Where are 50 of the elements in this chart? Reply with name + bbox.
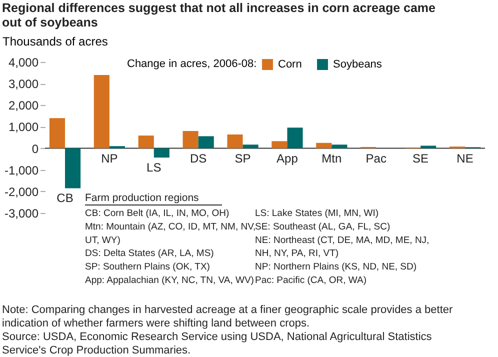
x-tick-label: NP — [101, 151, 118, 166]
y-tick-label: 0 — [32, 142, 39, 156]
bar — [227, 134, 243, 148]
bar — [138, 136, 154, 148]
x-tick-label: SP — [234, 151, 251, 166]
x-tick-label: Mtn — [322, 151, 342, 166]
x-tick-label: SE — [412, 151, 429, 166]
text: SE: Southeast (AL, GA, FL, SC) — [255, 221, 390, 232]
x-tick-label: Pac — [366, 151, 386, 166]
y-tick-label: 1,000 — [8, 120, 39, 134]
y-tick-label: 4,000 — [8, 56, 39, 70]
chart-title: Regional differences suggest that not all increases in corn acreage came out of soybeans — [2, 1, 436, 30]
bar — [49, 118, 65, 148]
x-tick-label: LS — [146, 160, 162, 175]
text: Note: Comparing changes in harvested acreage at a finer geographic scale provides a better indication of whether farmers were shifting land between crops. — [2, 304, 453, 330]
y-tick-label: -2,000 — [4, 184, 39, 199]
bar — [198, 136, 214, 148]
annotation: CB: Corn Belt (IA, IL, IN, MO, OH) — [85, 208, 230, 219]
bar — [94, 74, 110, 148]
text: NP: Northern Plains (KS, ND, NE, SD) — [255, 262, 417, 273]
text: SP: Southern Plains (OK, TX) — [85, 262, 210, 273]
annotation: Farm production regions — [85, 192, 199, 204]
text: App: Appalachian (KY, NC, TN, VA, WV) — [85, 275, 254, 286]
y-axis-title: Thousands of acres — [2, 34, 108, 48]
legend-label: Corn — [278, 58, 302, 71]
bar — [182, 131, 198, 148]
bar — [420, 146, 436, 148]
bar — [272, 141, 288, 148]
y-tick-label: -3,000 — [4, 206, 39, 220]
text: Pac: Pacific (CA, OR, WA) — [255, 275, 367, 286]
bar — [65, 148, 81, 188]
y-tick-label: 3,000 — [8, 77, 39, 92]
text: NE: Northeast (CT, DE, MA, MD, ME, NJ, NH, NY, PA, RI, VT) — [255, 234, 430, 260]
source-note: Source: USDA, Economic Research Service using USDA, National Agricultural Statistics Service's Crop Production Summaries. — [2, 331, 432, 356]
text: Mtn: Mountain (AZ, CO, ID, MT, NM, NV, UT, WY) — [85, 221, 256, 246]
legend-label: Soybeans — [333, 58, 382, 71]
x-tick-label: CB — [56, 191, 74, 206]
bar — [316, 142, 332, 148]
x-tick-label: DS — [190, 151, 207, 166]
y-tick-label: -1,000 — [4, 163, 39, 178]
legend-title: Change in acres, 2006-08: — [127, 58, 257, 70]
x-tick-label: NE — [456, 151, 474, 166]
annotation: LS: Lake States (MI, MN, WI) — [255, 208, 379, 219]
x-tick-label: App — [276, 151, 298, 166]
text: DS: Delta States (AR, LA, MS) — [85, 248, 214, 260]
bar — [242, 144, 258, 148]
bar — [154, 148, 170, 158]
bar — [287, 128, 303, 148]
bar — [332, 144, 348, 148]
y-tick-label: 2,000 — [8, 98, 39, 113]
